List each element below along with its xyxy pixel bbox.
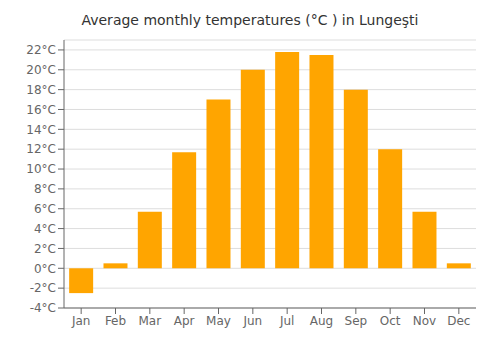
svg-text:2°C: 2°C xyxy=(34,242,56,256)
svg-text:-4°C: -4°C xyxy=(30,301,56,315)
svg-text:Nov: Nov xyxy=(413,314,436,328)
html-text:Average monthly temperatures (: Average monthly temperatures (°C ) in Lu… xyxy=(81,12,419,28)
svg-text:May: May xyxy=(206,314,231,328)
svg-text:10°C: 10°C xyxy=(26,162,56,176)
svg-text:Sep: Sep xyxy=(345,314,368,328)
svg-text:Aug: Aug xyxy=(310,314,333,328)
svg-text:14°C: 14°C xyxy=(26,123,56,137)
svg-text:12°C: 12°C xyxy=(26,142,56,156)
svg-text:Apr: Apr xyxy=(174,314,195,328)
svg-text:0°C: 0°C xyxy=(34,262,56,276)
svg-text:Jul: Jul xyxy=(279,314,294,328)
svg-text:18°C: 18°C xyxy=(26,83,56,97)
svg-text:16°C: 16°C xyxy=(26,103,56,117)
svg-text:-2°C: -2°C xyxy=(30,281,56,295)
svg-text:Mar: Mar xyxy=(139,314,162,328)
svg-text:20°C: 20°C xyxy=(26,63,56,77)
svg-text:Oct: Oct xyxy=(380,314,401,328)
svg-text:Jun: Jun xyxy=(242,314,262,328)
svg-text:Dec: Dec xyxy=(447,314,470,328)
svg-text:8°C: 8°C xyxy=(34,182,56,196)
svg-text:Feb: Feb xyxy=(105,314,126,328)
svg-text:Jan: Jan xyxy=(71,314,91,328)
svg-text:22°C: 22°C xyxy=(26,43,56,57)
svg-text:4°C: 4°C xyxy=(34,222,56,236)
svg-text:6°C: 6°C xyxy=(34,202,56,216)
